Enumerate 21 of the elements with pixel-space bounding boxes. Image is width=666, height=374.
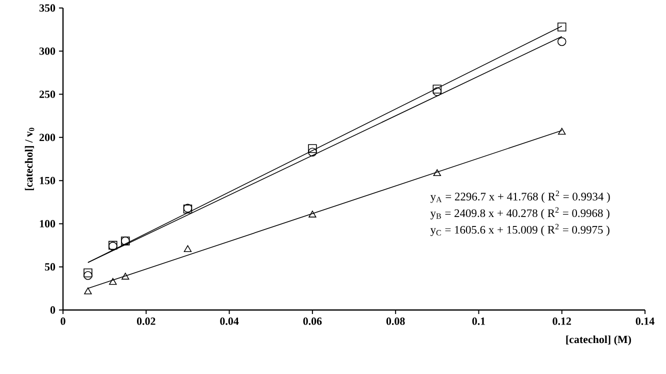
y-tick-label: 250 [40,90,56,98]
x-tick-label: 0.12 [552,318,571,325]
y-axis-title: [catechol] / v$_{0}$ [24,128,34,190]
y-tick-label: 50 [44,263,56,271]
x-tick-label: 0.04 [220,318,239,325]
x-tick-label: 0.08 [386,318,405,325]
y-tick-label: 150 [40,176,56,184]
x-tick-label: 0.06 [303,318,322,325]
y-tick-label: 0 [50,306,56,314]
annotation: y$_{A}$ = 2296.7 x + 41.768 ( R$^{2}$ = 0.9934 ) [430,190,610,203]
y-tick-label: 300 [39,47,56,55]
x-tick-label: 0.14 [636,318,654,325]
annotation: y$_{B}$ = 2409.8 x + 40.278 ( R$^{2}$ = 0.9968 ) [430,207,610,220]
y-tick-label: 100 [40,220,56,228]
x-tick-label: 0.1 [472,318,485,325]
x-axis-title: [catechol] (M) [566,335,631,346]
y-tick-label: 200 [40,134,56,142]
x-tick-label: 0 [60,318,66,325]
annotation: y$_{C}$ = 1605.6 x + 15.009 ( R$^{2}$ = 0.9975 ) [430,224,610,236]
y-tick-label: 350 [39,4,56,12]
x-tick-label: 0.02 [136,318,156,325]
